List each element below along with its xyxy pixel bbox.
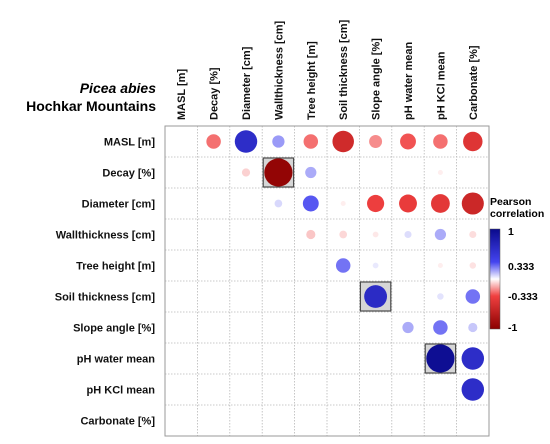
row-label: Diameter [cm] <box>82 199 156 211</box>
correlation-circle <box>339 230 348 239</box>
column-label: Decay [%] <box>209 67 221 120</box>
site-title: Hochkar Mountains <box>26 98 156 114</box>
legend-tick-neg0333: -0.333 <box>508 291 538 303</box>
correlation-circle <box>461 378 485 401</box>
correlation-circle <box>433 134 448 149</box>
correlation-circle <box>332 130 354 153</box>
correlation-circle <box>461 347 485 370</box>
correlation-circle <box>369 135 383 148</box>
legend-title-line2: correlation <box>490 208 545 220</box>
correlation-circle <box>437 169 443 176</box>
column-label: pH KCl mean <box>435 51 447 120</box>
row-label: pH KCl mean <box>87 385 156 397</box>
row-label: pH water mean <box>77 354 156 366</box>
correlation-circle <box>469 262 477 269</box>
correlation-circle <box>399 194 417 213</box>
column-label: MASL [m] <box>176 69 188 120</box>
correlation-circle <box>465 289 481 304</box>
row-label: Carbonate [%] <box>80 416 155 428</box>
correlation-circle <box>367 194 385 213</box>
correlation-circle <box>372 262 379 269</box>
correlation-circle <box>303 134 319 149</box>
legend-tick-neg1: -1 <box>508 322 518 334</box>
legend-tick-1: 1 <box>508 226 514 238</box>
correlation-circle <box>340 200 346 207</box>
correlation-circle <box>431 194 450 213</box>
column-label: Tree height [m] <box>306 41 318 120</box>
correlation-circle <box>434 228 447 241</box>
row-label: Slope angle [%] <box>73 323 155 335</box>
correlation-circle <box>437 293 444 300</box>
correlation-circle <box>461 192 484 215</box>
column-label: Carbonate [%] <box>468 45 480 120</box>
legend-colorbar <box>489 228 501 330</box>
legend-title-line1: Pearson <box>490 196 532 208</box>
correlation-circle <box>426 344 455 373</box>
correlation-circle <box>335 258 351 273</box>
correlation-circle <box>433 320 448 335</box>
legend-tick-0333: 0.333 <box>508 261 535 273</box>
correlation-circle <box>402 321 414 334</box>
row-label: Decay [%] <box>102 168 155 180</box>
correlation-circle <box>469 230 477 239</box>
correlation-circle <box>404 230 412 239</box>
correlation-circle <box>272 135 285 148</box>
legend-title: Pearson correlation <box>490 196 550 220</box>
correlation-circle <box>400 133 416 150</box>
correlation-circle <box>305 166 317 179</box>
correlation-circle <box>234 130 258 153</box>
row-label: Soil thickness [cm] <box>55 292 156 304</box>
matrix-frame <box>164 125 490 437</box>
correlation-circle <box>468 322 478 333</box>
column-label: Slope angle [%] <box>371 38 383 120</box>
species-title: Picea abies <box>79 80 156 96</box>
row-label: MASL [m] <box>104 137 155 149</box>
correlation-circle <box>302 195 319 212</box>
correlation-circle <box>463 131 483 152</box>
row-label: Wallthickness [cm] <box>56 230 156 242</box>
correlation-circle <box>372 231 379 238</box>
correlation-circle <box>241 168 251 177</box>
correlation-circle <box>264 158 293 187</box>
column-label: pH water mean <box>403 41 415 120</box>
column-label: Diameter [cm] <box>241 46 253 120</box>
correlation-circle <box>306 229 316 240</box>
correlation-circle <box>437 262 443 269</box>
correlation-circle <box>364 285 388 308</box>
correlation-circle <box>274 199 283 208</box>
row-label: Tree height [m] <box>76 261 155 273</box>
correlation-circle <box>206 134 221 149</box>
column-label: Soil thickness [cm] <box>338 19 350 120</box>
column-label: Wallthickness [cm] <box>273 20 285 120</box>
